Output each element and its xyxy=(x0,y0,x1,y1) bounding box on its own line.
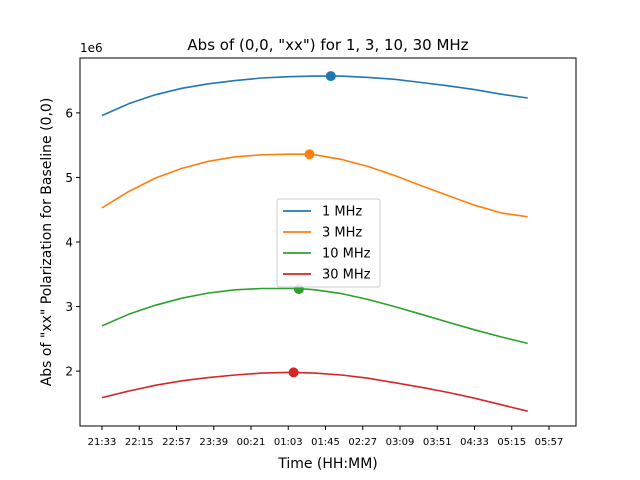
y-tick-label: 6 xyxy=(65,106,73,120)
x-tick-label: 05:57 xyxy=(535,437,564,448)
x-tick-label: 01:03 xyxy=(274,437,303,448)
x-tick-label: 03:09 xyxy=(386,437,415,448)
series-line xyxy=(101,287,528,345)
x-axis-ticks: 21:33 22:15 22:57 23:39 00:21 01:03 01:45 02:27… xyxy=(88,426,564,448)
x-tick-label: 02:27 xyxy=(348,437,377,448)
x-tick-label: 01:45 xyxy=(311,437,340,448)
series-max-marker xyxy=(304,149,315,160)
legend-label: 10 MHz xyxy=(322,247,371,262)
y-tick-label: 4 xyxy=(65,236,73,250)
x-tick-label: 22:57 xyxy=(162,437,191,448)
series-max-marker xyxy=(325,71,336,82)
legend-label: 3 MHz xyxy=(322,226,362,241)
series-line xyxy=(101,75,528,117)
x-tick-label: 04:33 xyxy=(460,437,489,448)
x-tick-label: 21:33 xyxy=(88,437,117,448)
x-tick-label: 05:15 xyxy=(497,437,526,448)
x-tick-label: 03:51 xyxy=(423,437,452,448)
x-axis-label: Time (HH:MM) xyxy=(277,456,378,472)
y-axis-ticks: 2 3 4 5 6 xyxy=(65,106,80,379)
legend-label: 30 MHz xyxy=(322,268,371,283)
y-tick-label: 3 xyxy=(65,300,73,314)
x-tick-label: 22:15 xyxy=(125,437,154,448)
chart-title: Abs of (0,0, "xx") for 1, 3, 10, 30 MHz xyxy=(187,36,468,54)
y-tick-label: 2 xyxy=(65,365,73,379)
legend-label: 1 MHz xyxy=(322,205,362,220)
legend: 1 MHz 3 MHz 10 MHz 30 MHz xyxy=(276,198,381,288)
series-line xyxy=(101,371,528,412)
series-max-marker xyxy=(288,367,299,378)
x-tick-label: 23:39 xyxy=(199,437,228,448)
x-tick-label: 00:21 xyxy=(237,437,266,448)
legend-box xyxy=(276,198,381,288)
y-axis-label: Abs of "xx" Polarization for Baseline (0… xyxy=(39,98,55,387)
y-tick-label: 5 xyxy=(65,171,73,185)
y-offset-label: 1e6 xyxy=(80,41,103,55)
